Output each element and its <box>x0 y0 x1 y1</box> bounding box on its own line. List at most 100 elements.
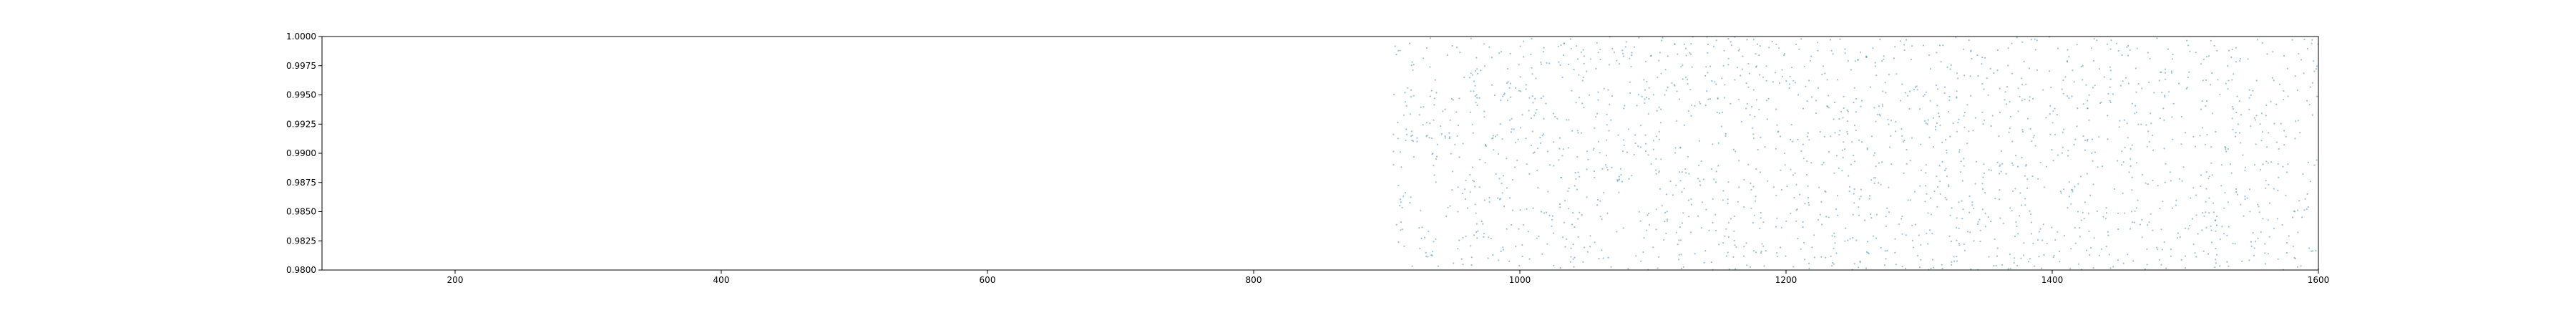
scatter-point <box>1901 83 1903 85</box>
scatter-point <box>1709 65 1712 67</box>
scatter-point <box>2021 204 2023 206</box>
scatter-point <box>1399 151 1402 153</box>
scatter-point <box>2235 47 2237 49</box>
scatter-point <box>1729 218 1732 220</box>
scatter-point <box>2051 149 2053 151</box>
scatter-point <box>2084 201 2087 203</box>
scatter-point <box>2246 197 2248 199</box>
scatter-point <box>1689 89 1692 91</box>
scatter-point <box>1797 94 1800 96</box>
scatter-point <box>1599 152 1601 154</box>
scatter-point <box>2109 267 2112 269</box>
scatter-point <box>1648 97 1650 100</box>
scatter-point <box>1648 87 1650 89</box>
scatter-point <box>2182 166 2185 168</box>
scatter-point <box>2244 196 2246 198</box>
scatter-point <box>1826 105 1829 107</box>
scatter-point <box>2023 242 2025 244</box>
scatter-point <box>2067 207 2069 209</box>
scatter-point <box>1393 93 1395 95</box>
scatter-point <box>1589 94 1591 96</box>
scatter-point <box>1841 170 1843 172</box>
scatter-point <box>1488 201 1491 203</box>
scatter-point <box>1738 48 1740 50</box>
scatter-point <box>2051 226 2053 228</box>
scatter-point <box>1975 160 1978 163</box>
scatter-point <box>2006 86 2008 88</box>
scatter-point <box>2265 180 2267 182</box>
scatter-point <box>2235 135 2237 138</box>
scatter-point <box>1970 50 1972 52</box>
scatter-point <box>2235 132 2237 134</box>
scatter-point <box>1747 62 1750 65</box>
y-tick-label: 1.0000 <box>286 32 316 42</box>
scatter-point <box>2090 247 2092 249</box>
scatter-point <box>2112 266 2114 268</box>
scatter-point <box>1973 208 1975 210</box>
scatter-point <box>2102 165 2104 168</box>
scatter-point <box>1699 180 1701 182</box>
scatter-point <box>2265 187 2267 189</box>
scatter-point <box>1412 140 1414 142</box>
scatter-point <box>1634 134 1636 136</box>
scatter-point <box>2299 132 2301 134</box>
scatter-point <box>1435 181 1437 183</box>
scatter-point <box>1471 74 1473 76</box>
scatter-point <box>1611 47 1614 49</box>
scatter-point <box>1760 250 1762 253</box>
scatter-point <box>1444 135 1446 138</box>
scatter-point <box>2024 175 2026 177</box>
scatter-point <box>1645 143 1647 145</box>
scatter-point <box>2219 93 2221 95</box>
scatter-point <box>1903 172 1905 174</box>
scatter-point <box>1813 256 1815 259</box>
scatter-point <box>1928 229 1931 231</box>
scatter-point <box>1859 260 1861 262</box>
scatter-point <box>2273 188 2275 190</box>
scatter-point <box>1446 54 1448 56</box>
scatter-point <box>1968 39 1970 42</box>
scatter-point <box>1420 106 1422 108</box>
scatter-point <box>2076 125 2078 127</box>
scatter-point <box>1418 227 1420 229</box>
scatter-point <box>1981 63 1983 65</box>
scatter-point <box>2011 162 2014 164</box>
scatter-point <box>1941 160 1943 163</box>
scatter-point <box>1740 74 1742 77</box>
scatter-point <box>1484 162 1486 164</box>
scatter-point <box>2121 54 2123 57</box>
scatter-point <box>2129 148 2132 150</box>
scatter-point <box>1855 239 1858 241</box>
scatter-point <box>1423 57 1425 59</box>
scatter-point <box>1506 228 1508 230</box>
scatter-point <box>1778 47 1780 49</box>
scatter-point <box>1805 173 1807 176</box>
scatter-point <box>1451 189 1453 191</box>
scatter-point <box>1453 262 1455 264</box>
scatter-point <box>1507 81 1509 83</box>
scatter-point <box>2205 79 2207 81</box>
scatter-point <box>1885 258 1887 260</box>
scatter-point <box>1996 247 1999 249</box>
scatter-point <box>2056 114 2058 116</box>
scatter-point <box>2074 242 2077 244</box>
scatter-point <box>1948 111 1950 113</box>
scatter-point <box>1409 42 1411 44</box>
scatter-point <box>1558 137 1561 139</box>
scatter-point <box>1435 238 1437 240</box>
scatter-point <box>1637 145 1639 148</box>
scatter-point <box>1635 255 1637 257</box>
scatter-point <box>1405 139 1407 141</box>
scatter-point <box>1810 55 1813 57</box>
scatter-point <box>2046 242 2048 244</box>
scatter-point <box>2250 245 2253 247</box>
scatter-point <box>2150 122 2152 125</box>
scatter-point <box>2054 107 2056 110</box>
scatter-point <box>1678 254 1680 256</box>
scatter-point <box>2146 145 2148 148</box>
scatter-point <box>1861 141 1863 143</box>
scatter-point <box>2063 188 2065 191</box>
scatter-point <box>1659 52 1661 54</box>
scatter-point <box>1949 68 1951 70</box>
scatter-point <box>2068 97 2070 100</box>
